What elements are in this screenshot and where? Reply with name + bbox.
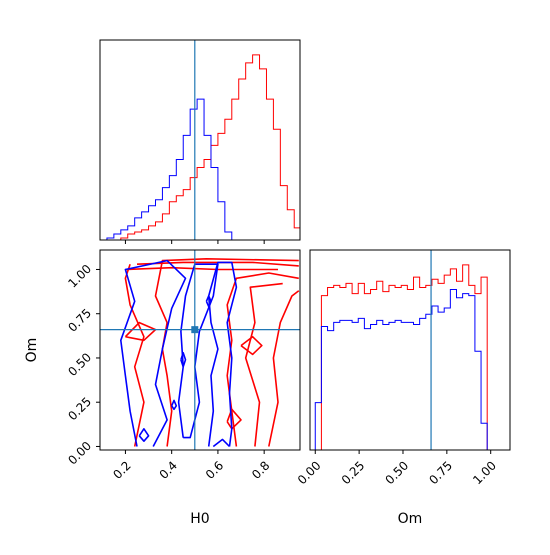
contour-line-series_a	[124, 321, 157, 342]
om-axis-label: Om	[24, 338, 40, 363]
joint-frame	[99, 249, 301, 451]
om-tick-label: 0.00	[65, 439, 94, 468]
om-histogram-series_a	[315, 264, 494, 450]
contour-line-series_a	[268, 290, 300, 447]
contour-line-series_a	[240, 335, 263, 356]
om-tick-label: 0.75	[65, 306, 94, 335]
contour-line-series_b	[207, 261, 238, 447]
om-tick-label: 0.25	[65, 394, 94, 423]
h0-tick-label: 0.2	[110, 458, 133, 481]
om-tick-label: 0.50	[383, 458, 412, 487]
om-marginal-panel: 0.00 0.25 0.50 0.75 1.00 Om	[295, 249, 511, 527]
contour-line-series_b	[177, 263, 219, 439]
truth-point	[191, 326, 199, 334]
contour-line-series_b	[120, 259, 187, 447]
contour-line-series_b	[180, 351, 187, 368]
h0-axis-label: H0	[190, 511, 209, 527]
h0-tick-label: 0.8	[249, 458, 272, 481]
om-axis-label: Om	[398, 511, 423, 527]
contour-line-series_a	[226, 272, 299, 447]
contour-line-series_a	[125, 266, 278, 271]
om-tick-label: 1.00	[470, 458, 499, 487]
joint-contour-panel: 0.2 0.4 0.6 0.8 0.00 0.25 0.50 0.75 1.00 H0 Om	[24, 249, 301, 527]
contour-line-series_a	[226, 408, 242, 430]
h0-marginal-panel	[99, 39, 301, 244]
contour-line-series_b	[212, 438, 231, 448]
om-marginal-frame	[309, 249, 511, 451]
om-tick-label: 0.75	[426, 458, 455, 487]
om-tick-label: 1.00	[65, 262, 94, 291]
contour-line-series_b	[205, 295, 212, 308]
contour-line-series_a	[244, 282, 283, 447]
contour-line-series_b	[170, 399, 178, 411]
om-tick-label: 0.50	[65, 350, 94, 379]
om-tick-label: 0.25	[339, 458, 368, 487]
om-tick-label: 0.00	[295, 458, 324, 487]
h0-marginal-frame	[99, 39, 301, 241]
contour-line-series_a	[154, 258, 299, 447]
h0-histogram-series_a	[100, 54, 300, 240]
contour-line-series_a	[124, 263, 145, 447]
contour-line-series_b	[138, 428, 150, 442]
h0-tick-label: 0.6	[203, 458, 226, 481]
om-histogram-series_b	[314, 289, 494, 450]
h0-histogram-series_b	[100, 98, 300, 240]
h0-tick-label: 0.4	[157, 458, 180, 481]
